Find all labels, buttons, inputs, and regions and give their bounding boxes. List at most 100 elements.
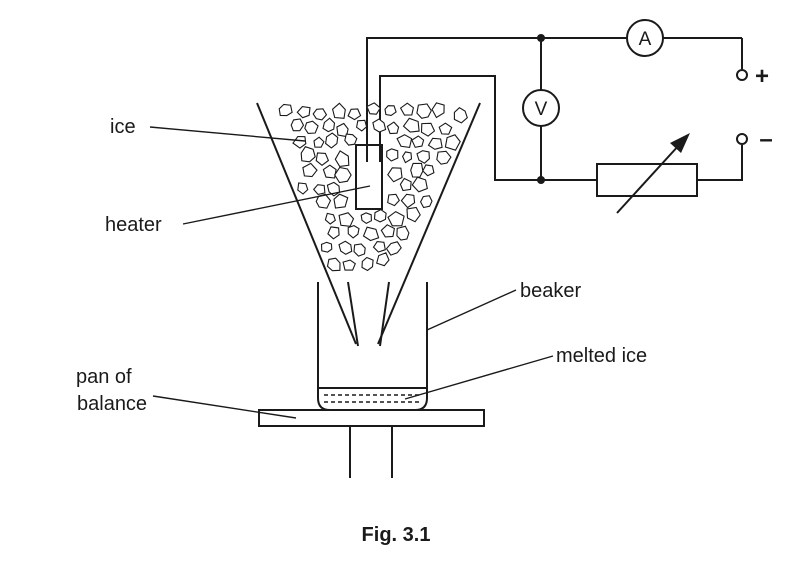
ice-cube: [402, 117, 420, 133]
ice-cube: [427, 137, 443, 150]
ice-cube: [372, 118, 387, 133]
ice-cube: [334, 166, 352, 184]
ice-cube: [302, 162, 318, 178]
ice-cube: [422, 164, 435, 177]
ice-cube: [366, 102, 382, 115]
ice-cube: [453, 107, 468, 124]
ice-cube: [290, 118, 305, 132]
leader-heater: [182, 185, 371, 225]
ice-cube: [396, 134, 413, 149]
ice-cube: [327, 226, 340, 240]
ice-cube: [376, 252, 390, 267]
circuit: A V + –: [366, 19, 773, 214]
leader-beaker: [426, 289, 517, 331]
positive-terminal-icon: [736, 69, 748, 81]
ice-cube: [399, 102, 415, 116]
ice-cube: [315, 152, 330, 166]
ice-cube: [300, 146, 316, 163]
ice-cube: [387, 167, 403, 183]
ice-cube: [338, 240, 353, 255]
positive-sign: +: [755, 63, 769, 90]
label-beaker: beaker: [520, 280, 581, 302]
ice-cube: [312, 184, 326, 196]
ice-cube: [373, 208, 387, 223]
ice-cube: [344, 133, 358, 146]
ice-cube: [387, 193, 400, 207]
funnel-stem-left: [347, 281, 359, 347]
ice-cube: [325, 132, 339, 149]
label-pan-of: pan of: [76, 366, 132, 388]
ice-cube: [387, 210, 405, 227]
ice-cube: [347, 224, 360, 239]
bottom-wire-right: [697, 145, 743, 181]
ice-cube: [436, 150, 452, 165]
figure-caption: Fig. 3.1: [362, 524, 431, 546]
ice-cube: [296, 106, 311, 119]
ice-cube: [416, 150, 430, 164]
balance-pan: [258, 409, 485, 427]
ice-cube: [353, 243, 366, 257]
ice-cube: [380, 224, 396, 238]
ice-cube: [326, 257, 341, 272]
variable-resistor-arrow-head: [670, 133, 690, 153]
ice-cube: [304, 120, 319, 134]
ice-cube: [336, 122, 349, 138]
ice-cube: [313, 136, 325, 148]
heater-return-wire: [379, 75, 597, 181]
leader-melted-ice: [404, 355, 554, 400]
negative-sign: –: [759, 126, 772, 153]
ice-cube: [386, 121, 400, 135]
voltmeter-label: V: [535, 99, 548, 120]
junction-dot-top: [537, 34, 545, 42]
ice-cube: [406, 206, 421, 223]
ice-cube: [411, 135, 425, 148]
ice-cube: [322, 117, 336, 133]
funnel: [256, 102, 481, 347]
ice-cube: [322, 164, 337, 179]
ice-cube: [331, 102, 346, 119]
variable-resistor-arrow-shaft: [616, 143, 681, 214]
ice-cube: [416, 103, 432, 119]
ice-cube: [420, 122, 436, 137]
label-melted-ice: melted ice: [556, 345, 647, 367]
ice-cube: [384, 105, 397, 116]
beaker-outline: [317, 282, 428, 411]
junction-dot-bottom: [537, 176, 545, 184]
ice-cube: [396, 225, 410, 241]
ice-cube: [386, 148, 399, 162]
ice-cube: [338, 212, 355, 227]
leader-ice: [149, 126, 306, 142]
ice-cube: [411, 176, 428, 193]
melted-ice-dashes: [324, 394, 421, 403]
ice-cube: [347, 108, 362, 121]
ice-cube: [401, 151, 413, 164]
ice-cube: [372, 241, 386, 253]
ice-cube: [334, 150, 350, 167]
label-balance: balance: [77, 393, 147, 415]
ammeter-label: A: [639, 29, 652, 50]
negative-terminal-icon: [736, 133, 748, 145]
ice-cubes: [278, 102, 468, 272]
ice-cube: [342, 259, 356, 271]
ice-cube: [438, 122, 453, 135]
label-ice: ice: [110, 116, 136, 138]
ice-cube: [292, 135, 307, 149]
ice-cube: [333, 193, 349, 209]
leader-pan-of-balance: [152, 395, 297, 419]
ice-cube: [385, 241, 402, 256]
ice-cube: [320, 241, 333, 253]
labels: ice heater beaker melted ice pan of bala…: [76, 116, 647, 419]
funnel-stem-right: [379, 281, 390, 347]
ice-cube: [278, 103, 293, 117]
funnel-right-wall: [377, 102, 481, 345]
ice-cube: [444, 134, 461, 151]
ice-cube: [400, 193, 416, 209]
ice-cube: [297, 182, 309, 195]
ice-cube: [324, 212, 336, 225]
ammeter-icon: [626, 19, 664, 57]
ice-cube: [362, 226, 380, 242]
heater-element: [355, 144, 383, 210]
ice-cube: [312, 108, 328, 121]
